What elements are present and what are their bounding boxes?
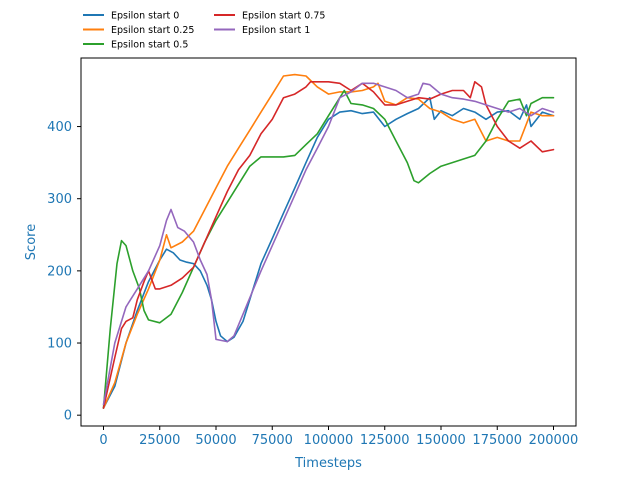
legend-item-4: Epsilon start 1	[214, 25, 310, 36]
y-tick-label-1: 100	[47, 337, 72, 352]
x-tick-label-0: 0	[99, 433, 107, 448]
y-tick-label-0: 0	[64, 409, 72, 424]
x-tick-label-5: 125000	[360, 433, 410, 448]
legend-item-0: Epsilon start 0	[83, 11, 179, 22]
series-line-2	[102, 89, 555, 409]
x-tick-label-2: 50000	[195, 433, 236, 448]
x-tick-label-6: 150000	[416, 433, 466, 448]
x-tick-label-8: 200000	[529, 433, 579, 448]
legend-label-1: Epsilon start 0.25	[111, 25, 194, 36]
series-layer	[102, 73, 555, 409]
y-axis: 0 100 200 300 400	[47, 120, 81, 424]
x-tick-label-4: 100000	[304, 433, 354, 448]
y-tick-label-3: 300	[47, 192, 72, 207]
legend-label-0: Epsilon start 0	[111, 11, 179, 22]
legend-label-3: Epsilon start 0.75	[242, 11, 325, 22]
series-line-1	[102, 73, 555, 409]
x-tick-label-3: 75000	[252, 433, 293, 448]
series-line-3	[102, 81, 555, 409]
y-tick-label-4: 400	[47, 120, 72, 135]
series-line-0	[102, 96, 555, 409]
x-tick-label-7: 175000	[472, 433, 522, 448]
legend-label-2: Epsilon start 0.5	[111, 40, 188, 51]
legend: Epsilon start 0 Epsilon start 0.25 Epsilon…	[83, 11, 325, 51]
legend-item-2: Epsilon start 0.5	[83, 40, 188, 51]
x-axis-label: Timesteps	[294, 456, 362, 471]
legend-label-4: Epsilon start 1	[242, 25, 310, 36]
x-axis: 0 25000 50000 75000 100000 125000 150000 175000…	[99, 426, 578, 448]
series-line-4	[102, 82, 555, 406]
y-axis-label: Score	[24, 224, 39, 260]
x-tick-label-1: 25000	[139, 433, 180, 448]
y-tick-label-2: 200	[47, 264, 72, 279]
legend-item-1: Epsilon start 0.25	[83, 25, 194, 36]
legend-item-3: Epsilon start 0.75	[214, 11, 325, 22]
